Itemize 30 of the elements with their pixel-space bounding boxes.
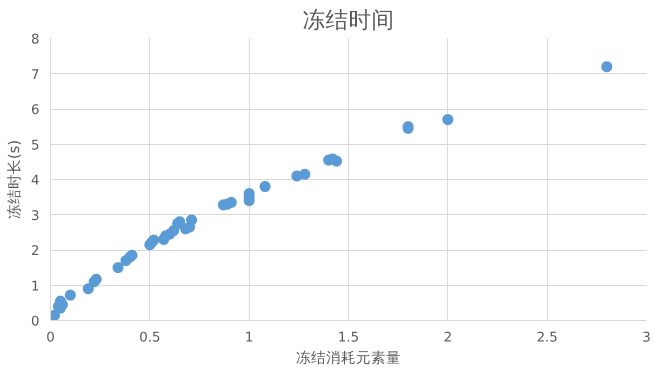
point [90, 274, 102, 285]
x-tick-label: 1.5 [338, 330, 360, 346]
x-tick-label: 0 [46, 330, 55, 346]
x-tick-label: 3 [642, 330, 651, 346]
point [601, 61, 612, 72]
point [331, 156, 342, 167]
x-tick-label: 1 [244, 330, 254, 346]
y-tick-label: 4 [31, 174, 40, 188]
point [82, 283, 94, 294]
x-tick-label: 0.5 [139, 330, 160, 346]
y-tick-label: 6 [31, 103, 40, 118]
point [260, 181, 271, 192]
y-tick-label: 3 [31, 208, 40, 224]
x-tick-label: 2.5 [536, 330, 558, 346]
y-tick-label: 7 [31, 68, 40, 83]
y-axis-title: 冻结时长(s) [6, 140, 24, 220]
x-tick-label: 2 [444, 330, 452, 346]
x-axis-title: 冻结消耗元素量 [296, 350, 401, 366]
y-tick-label: 5 [31, 138, 40, 154]
point [186, 214, 198, 226]
point [112, 262, 124, 274]
point [64, 290, 76, 301]
chart-title: 冻结时间 [302, 8, 394, 34]
point [226, 196, 237, 208]
y-tick-label: 2 [31, 244, 40, 259]
y-tick-label: 8 [31, 32, 40, 48]
point [299, 168, 310, 180]
point [442, 114, 454, 126]
y-tick-label: 0 [31, 314, 40, 330]
y-tick-label: 1 [31, 279, 40, 294]
